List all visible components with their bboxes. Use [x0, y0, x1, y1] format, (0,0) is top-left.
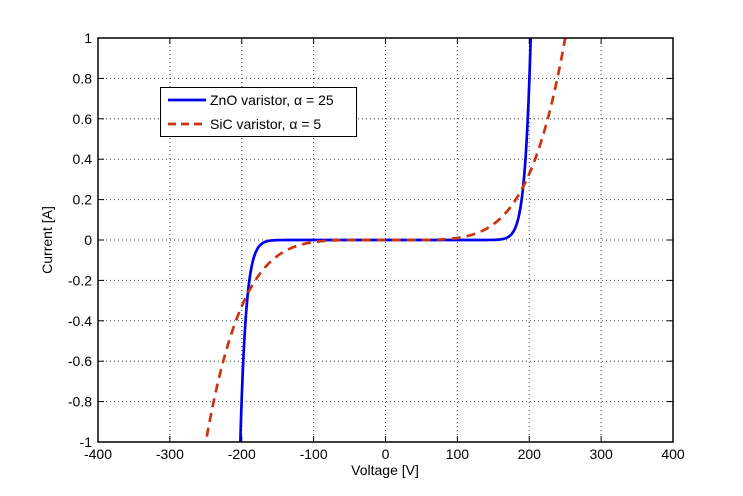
legend-item-sic: SiC varistor, α = 5	[161, 112, 356, 136]
x-tick-label: 0	[382, 446, 390, 462]
zno-line-sample-icon	[168, 98, 206, 102]
y-tick-label: 0.2	[73, 192, 93, 208]
legend-item-zno: ZnO varistor, α = 25	[161, 88, 356, 112]
y-tick-label: 0.4	[73, 151, 93, 167]
y-tick-label: 0.8	[73, 70, 93, 86]
y-tick-label: -0.2	[68, 272, 92, 288]
x-tick-label: -200	[228, 446, 256, 462]
legend-label-sic: SiC varistor, α = 5	[210, 116, 322, 132]
x-tick-label: 300	[589, 446, 613, 462]
curve-sic	[204, 38, 567, 442]
x-axis-label: Voltage [V]	[351, 462, 419, 478]
x-tick-label: -400	[84, 446, 112, 462]
legend-label-zno: ZnO varistor, α = 25	[210, 92, 334, 108]
curves-group	[204, 38, 567, 442]
legend: ZnO varistor, α = 25 SiC varistor, α = 5	[160, 87, 357, 137]
x-tick-label: 100	[446, 446, 470, 462]
x-tick-label: -300	[156, 446, 184, 462]
x-tick-label: 400	[661, 446, 685, 462]
y-tick-label: 0	[84, 232, 92, 248]
y-axis-label: Current [A]	[39, 206, 55, 274]
y-tick-label: -0.6	[68, 353, 92, 369]
y-tick-label: 0.6	[73, 111, 93, 127]
y-tick-label: -0.8	[68, 394, 92, 410]
y-tick-label: -1	[80, 434, 93, 450]
x-tick-label: -100	[300, 446, 328, 462]
y-tick-label: 1	[84, 30, 92, 46]
sic-line-sample-icon	[168, 122, 206, 126]
x-tick-label: 200	[518, 446, 542, 462]
y-tick-label: -0.4	[68, 313, 92, 329]
